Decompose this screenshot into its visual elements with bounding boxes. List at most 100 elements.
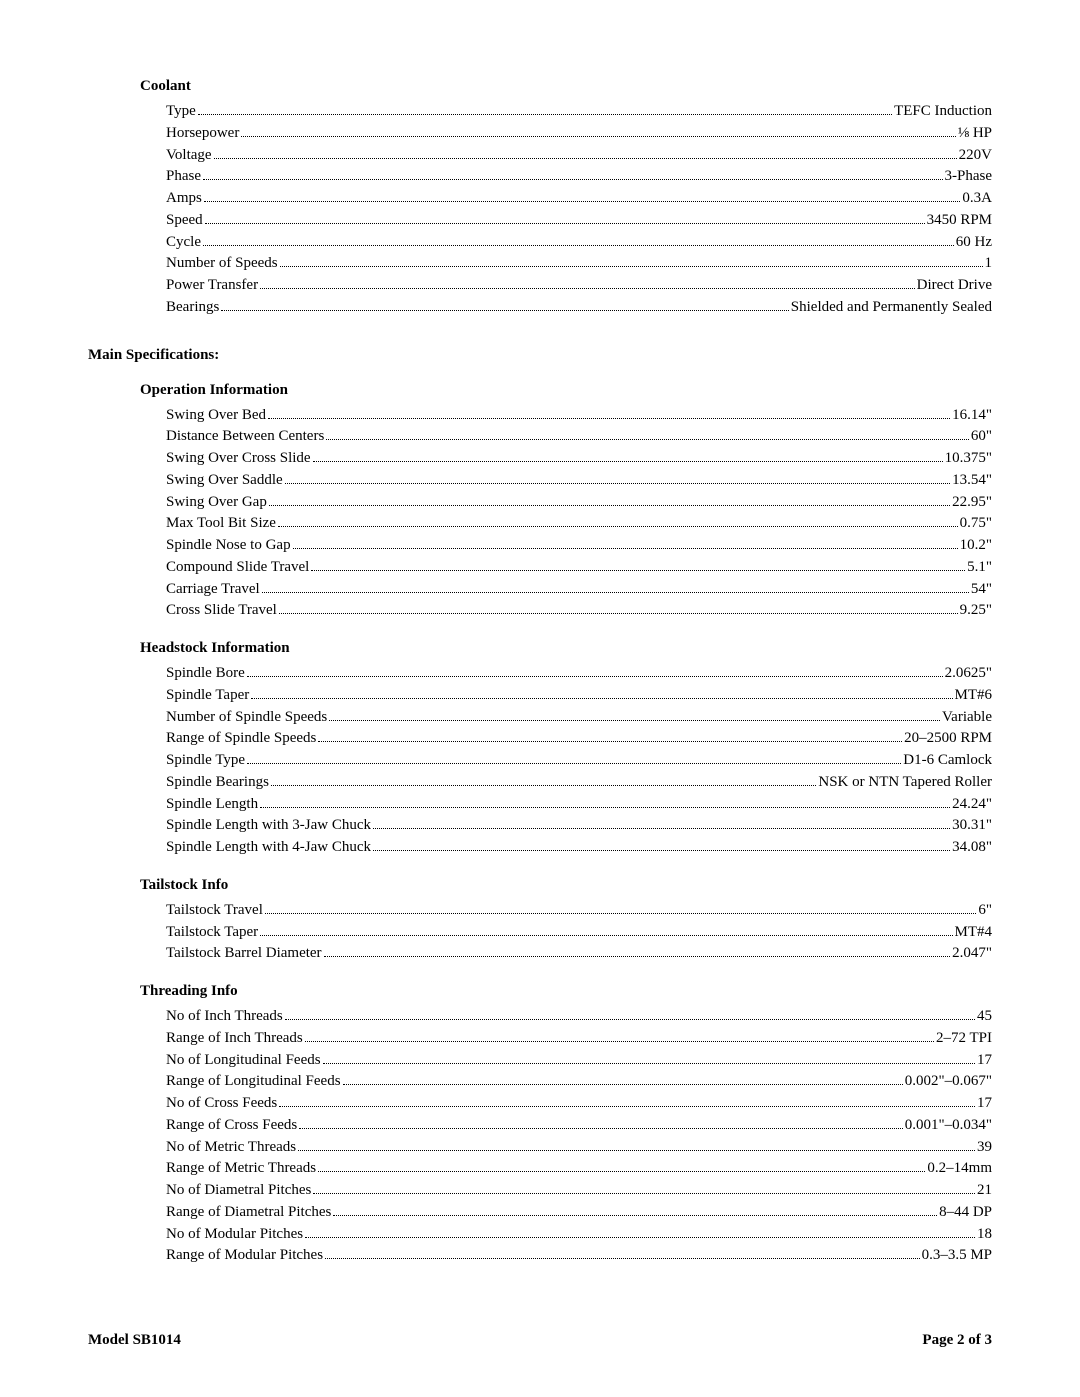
dot-leader <box>324 956 951 957</box>
spec-value: 5.1" <box>967 557 992 579</box>
dot-leader <box>268 418 950 419</box>
spec-row: No of Diametral Pitches 21 <box>166 1180 992 1202</box>
spec-label: Spindle Length <box>166 794 258 816</box>
dot-leader <box>285 483 950 484</box>
spec-label: Tailstock Barrel Diameter <box>166 943 322 965</box>
dot-leader <box>311 570 965 571</box>
spec-value: 0.002"–0.067" <box>905 1071 992 1093</box>
section-heading: Headstock Information <box>88 640 992 657</box>
spec-value: 16.14" <box>952 405 992 427</box>
spec-row: Phase3-Phase <box>166 166 992 188</box>
spec-value: 9.25" <box>960 600 992 622</box>
spec-row: Swing Over Bed16.14" <box>166 405 992 427</box>
dot-leader <box>198 114 892 115</box>
spec-row: Range of Modular Pitches 0.3–3.5 MP <box>166 1245 992 1267</box>
dot-leader <box>325 1258 920 1259</box>
dot-leader <box>214 158 957 159</box>
dot-leader <box>260 935 952 936</box>
dot-leader <box>203 179 943 180</box>
dot-leader <box>318 1171 925 1172</box>
footer-model: Model SB1014 <box>88 1332 181 1349</box>
spec-value: 17 <box>977 1050 992 1072</box>
spec-row: Range of Inch Threads2–72 TPI <box>166 1028 992 1050</box>
content-area: CoolantTypeTEFC InductionHorsepower⅛ HPV… <box>88 78 992 1267</box>
spec-label: Max Tool Bit Size <box>166 513 276 535</box>
spec-value: 18 <box>977 1224 992 1246</box>
section-heading: Main Specifications: <box>88 347 992 364</box>
spec-row: BearingsShielded and Permanently Sealed <box>166 297 992 319</box>
spec-label: Type <box>166 101 196 123</box>
dot-leader <box>247 676 943 677</box>
dot-leader <box>279 613 958 614</box>
spec-label: Range of Modular Pitches <box>166 1245 323 1267</box>
spec-row: Swing Over Cross Slide10.375" <box>166 448 992 470</box>
spec-block: TypeTEFC InductionHorsepower⅛ HPVoltage2… <box>88 101 992 319</box>
spec-label: Range of Metric Threads <box>166 1158 316 1180</box>
spec-block: Swing Over Bed16.14"Distance Between Cen… <box>88 405 992 623</box>
spec-row: Amps 0.3A <box>166 188 992 210</box>
page: CoolantTypeTEFC InductionHorsepower⅛ HPV… <box>0 0 1080 1397</box>
spec-value: 10.375" <box>945 448 992 470</box>
spec-value: 2.0625" <box>945 663 992 685</box>
dot-leader <box>329 720 940 721</box>
spec-value: 20–2500 RPM <box>904 728 992 750</box>
dot-leader <box>323 1063 975 1064</box>
spec-label: Speed <box>166 210 203 232</box>
spec-label: Amps <box>166 188 202 210</box>
spec-value: 10.2" <box>960 535 992 557</box>
dot-leader <box>279 1106 975 1107</box>
spec-value: 30.31" <box>952 815 992 837</box>
spec-value: 60" <box>971 426 992 448</box>
spec-value: 0.3A <box>962 188 992 210</box>
spec-value: NSK or NTN Tapered Roller <box>818 772 992 794</box>
spec-value: 21 <box>977 1180 992 1202</box>
spec-label: Spindle Bearings <box>166 772 269 794</box>
spec-label: Spindle Length with 4-Jaw Chuck <box>166 837 371 859</box>
dot-leader <box>278 526 958 527</box>
dot-leader <box>265 913 977 914</box>
spec-row: Cycle60 Hz <box>166 232 992 254</box>
spec-row: Spindle Length with 4-Jaw Chuck 34.08" <box>166 837 992 859</box>
spec-label: Range of Longitudinal Feeds <box>166 1071 341 1093</box>
spec-label: Range of Diametral Pitches <box>166 1202 331 1224</box>
spec-label: Phase <box>166 166 201 188</box>
spec-row: Cross Slide Travel9.25" <box>166 600 992 622</box>
spec-value: 0.3–3.5 MP <box>922 1245 992 1267</box>
spec-label: Spindle Nose to Gap <box>166 535 291 557</box>
dot-leader <box>247 763 901 764</box>
dot-leader <box>373 850 950 851</box>
dot-leader <box>205 223 925 224</box>
spec-value: 0.2–14mm <box>927 1158 992 1180</box>
spec-value: TEFC Induction <box>894 101 992 123</box>
spec-row: Tailstock Travel6" <box>166 900 992 922</box>
spec-label: Compound Slide Travel <box>166 557 309 579</box>
spec-label: No of Modular Pitches <box>166 1224 303 1246</box>
section-heading: Threading Info <box>88 983 992 1000</box>
dot-leader <box>313 1193 975 1194</box>
dot-leader <box>271 785 816 786</box>
spec-row: Swing Over Gap22.95" <box>166 492 992 514</box>
spec-row: No of Cross Feeds17 <box>166 1093 992 1115</box>
spec-label: Number of Speeds <box>166 253 278 275</box>
spec-value: 39 <box>977 1137 992 1159</box>
spec-value: Shielded and Permanently Sealed <box>791 297 992 319</box>
spec-row: Power TransferDirect Drive <box>166 275 992 297</box>
spec-row: Spindle TypeD1-6 Camlock <box>166 750 992 772</box>
dot-leader <box>285 1019 975 1020</box>
spec-value: 34.08" <box>952 837 992 859</box>
spec-value: MT#6 <box>955 685 993 707</box>
page-footer: Model SB1014 Page 2 of 3 <box>88 1332 992 1349</box>
spec-value: 22.95" <box>952 492 992 514</box>
section-heading: Tailstock Info <box>88 877 992 894</box>
spec-value: 17 <box>977 1093 992 1115</box>
spec-row: Distance Between Centers60" <box>166 426 992 448</box>
spec-row: Spindle Length24.24" <box>166 794 992 816</box>
spec-value: 54" <box>971 579 992 601</box>
dot-leader <box>293 548 958 549</box>
spec-row: Tailstock Barrel Diameter2.047" <box>166 943 992 965</box>
dot-leader <box>260 807 950 808</box>
dot-leader <box>280 266 983 267</box>
spec-row: Number of Speeds1 <box>166 253 992 275</box>
dot-leader <box>373 828 950 829</box>
spec-label: No of Diametral Pitches <box>166 1180 311 1202</box>
